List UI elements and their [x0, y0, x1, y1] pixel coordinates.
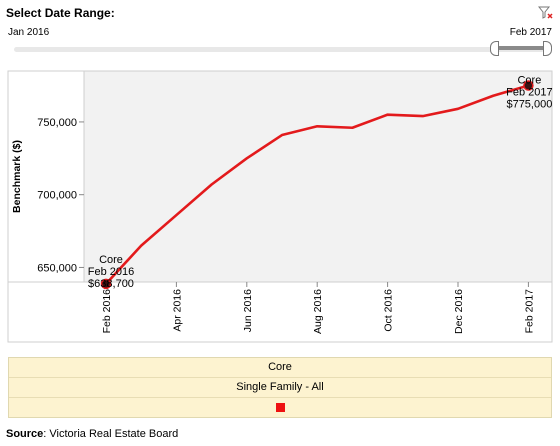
x-tick-label: Dec 2016 — [453, 289, 465, 334]
range-start-label: Jan 2016 — [8, 27, 50, 38]
plot-area — [83, 70, 553, 283]
source-text: : Victoria Real Estate Board — [43, 428, 179, 440]
legend-swatch[interactable] — [275, 402, 285, 412]
filter-clear-icon[interactable] — [538, 6, 554, 20]
x-tick-label: Aug 2016 — [312, 289, 324, 334]
y-tick-label: 700,000 — [37, 190, 77, 202]
data-label: Core — [517, 75, 541, 87]
x-tick-label: Apr 2016 — [171, 289, 183, 332]
x-tick-label: Feb 2017 — [523, 289, 535, 334]
x-axis-panel — [7, 281, 553, 343]
y-tick-label: 750,000 — [37, 117, 77, 129]
range-start-handle[interactable] — [490, 41, 499, 56]
data-label: Feb 2017 — [506, 87, 552, 99]
x-tick-label: Oct 2016 — [383, 289, 395, 332]
date-range-slider-track[interactable] — [14, 47, 544, 52]
data-point-marker[interactable] — [523, 80, 534, 91]
range-end-handle[interactable] — [543, 41, 552, 56]
range-end-label: Feb 2017 — [509, 27, 552, 38]
date-range-selected-bar[interactable] — [499, 46, 543, 50]
y-axis-panel — [7, 70, 85, 283]
source-note: Source: Victoria Real Estate Board — [6, 428, 178, 440]
legend-swatch-row[interactable] — [9, 398, 551, 417]
data-label: $775,000 — [506, 99, 552, 111]
legend-category: Single Family - All — [9, 378, 551, 398]
benchmark-line-chart: Benchmark ($) 650,000 700,000 750,000 Feb 20… — [7, 70, 553, 343]
data-label: $638,700 — [88, 278, 134, 290]
data-point-marker[interactable] — [100, 278, 112, 290]
y-axis-label: Benchmark ($) — [11, 140, 23, 213]
source-label: Source — [6, 428, 44, 440]
legend: Core Single Family - All — [8, 357, 552, 418]
y-tick-label: 650,000 — [37, 262, 77, 274]
data-label: Core — [99, 254, 123, 266]
data-label: Feb 2016 — [88, 266, 134, 278]
series-line-core — [105, 84, 529, 285]
filter-title: Select Date Range: — [6, 6, 115, 20]
legend-series-name: Core — [9, 358, 551, 378]
x-tick-label: Jun 2016 — [242, 289, 254, 332]
x-tick-label: Feb 2016 — [101, 289, 113, 334]
